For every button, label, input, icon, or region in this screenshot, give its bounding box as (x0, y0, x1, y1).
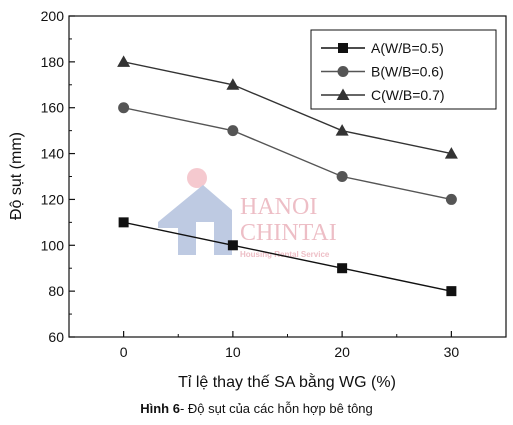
caption-label: Hình 6 (140, 401, 180, 416)
series-line-1 (123, 221, 452, 292)
plot-area (117, 55, 458, 297)
x-tick-label: 0 (120, 344, 128, 360)
caption-text: - Độ sụt của các hỗn hợp bê tông (179, 401, 373, 416)
y-tick-label: 100 (41, 237, 65, 253)
x-axis-title: Tỉ lệ thay thế SA bằng WG (%) (178, 372, 396, 391)
watermark-line1: HANOI (240, 194, 317, 220)
x-tick-label: 20 (334, 344, 350, 360)
data-point (445, 193, 457, 205)
legend-marker (337, 66, 349, 77)
legend-label: A(W/B=0.5) (371, 40, 444, 56)
x-tick-label: 10 (225, 344, 241, 360)
y-tick-label: 60 (48, 329, 64, 345)
data-point (118, 217, 129, 228)
watermark-house-icon (158, 185, 232, 255)
data-point (227, 240, 238, 251)
y-axis: 60 80 100 120 140 160 180 200 (41, 8, 75, 345)
watermark-dot (187, 168, 207, 188)
figure-caption: Hình 6- Độ sụt của các hỗn hợp bê tông (0, 401, 513, 416)
legend-marker (336, 88, 350, 100)
data-point (337, 263, 348, 274)
series-line-3 (123, 61, 452, 155)
legend-label: C(W/B=0.7) (371, 87, 445, 103)
y-tick-label: 160 (41, 100, 65, 116)
legend-marker (338, 43, 348, 53)
watermark-line3: Housing Rental Service (240, 250, 330, 259)
series-line-2 (123, 107, 452, 201)
data-point (336, 171, 348, 182)
y-axis-title: Độ sụt (mm) (8, 132, 25, 220)
y-tick-label: 120 (41, 191, 65, 207)
line-chart: HANOI CHINTAI Housing Rental Service 0 10… (8, 8, 507, 391)
y-tick-label: 140 (41, 146, 65, 162)
data-point (226, 78, 240, 90)
data-point (227, 125, 239, 137)
watermark: HANOI CHINTAI Housing Rental Service (158, 168, 337, 259)
y-tick-label: 80 (48, 283, 64, 299)
watermark-line2: CHINTAI (240, 220, 337, 246)
legend-label: B(W/B=0.6) (371, 64, 444, 80)
y-tick-label: 200 (41, 8, 65, 24)
x-tick-label: 30 (444, 344, 460, 360)
legend: A(W/B=0.5) B(W/B=0.6) C(W/B=0.7) (310, 29, 497, 110)
data-point (444, 147, 458, 159)
data-point (118, 102, 130, 114)
data-point (446, 286, 457, 297)
data-point (335, 124, 349, 136)
x-axis: 0 10 20 30 (68, 331, 507, 360)
data-point (117, 55, 131, 67)
y-tick-label: 180 (41, 54, 65, 70)
